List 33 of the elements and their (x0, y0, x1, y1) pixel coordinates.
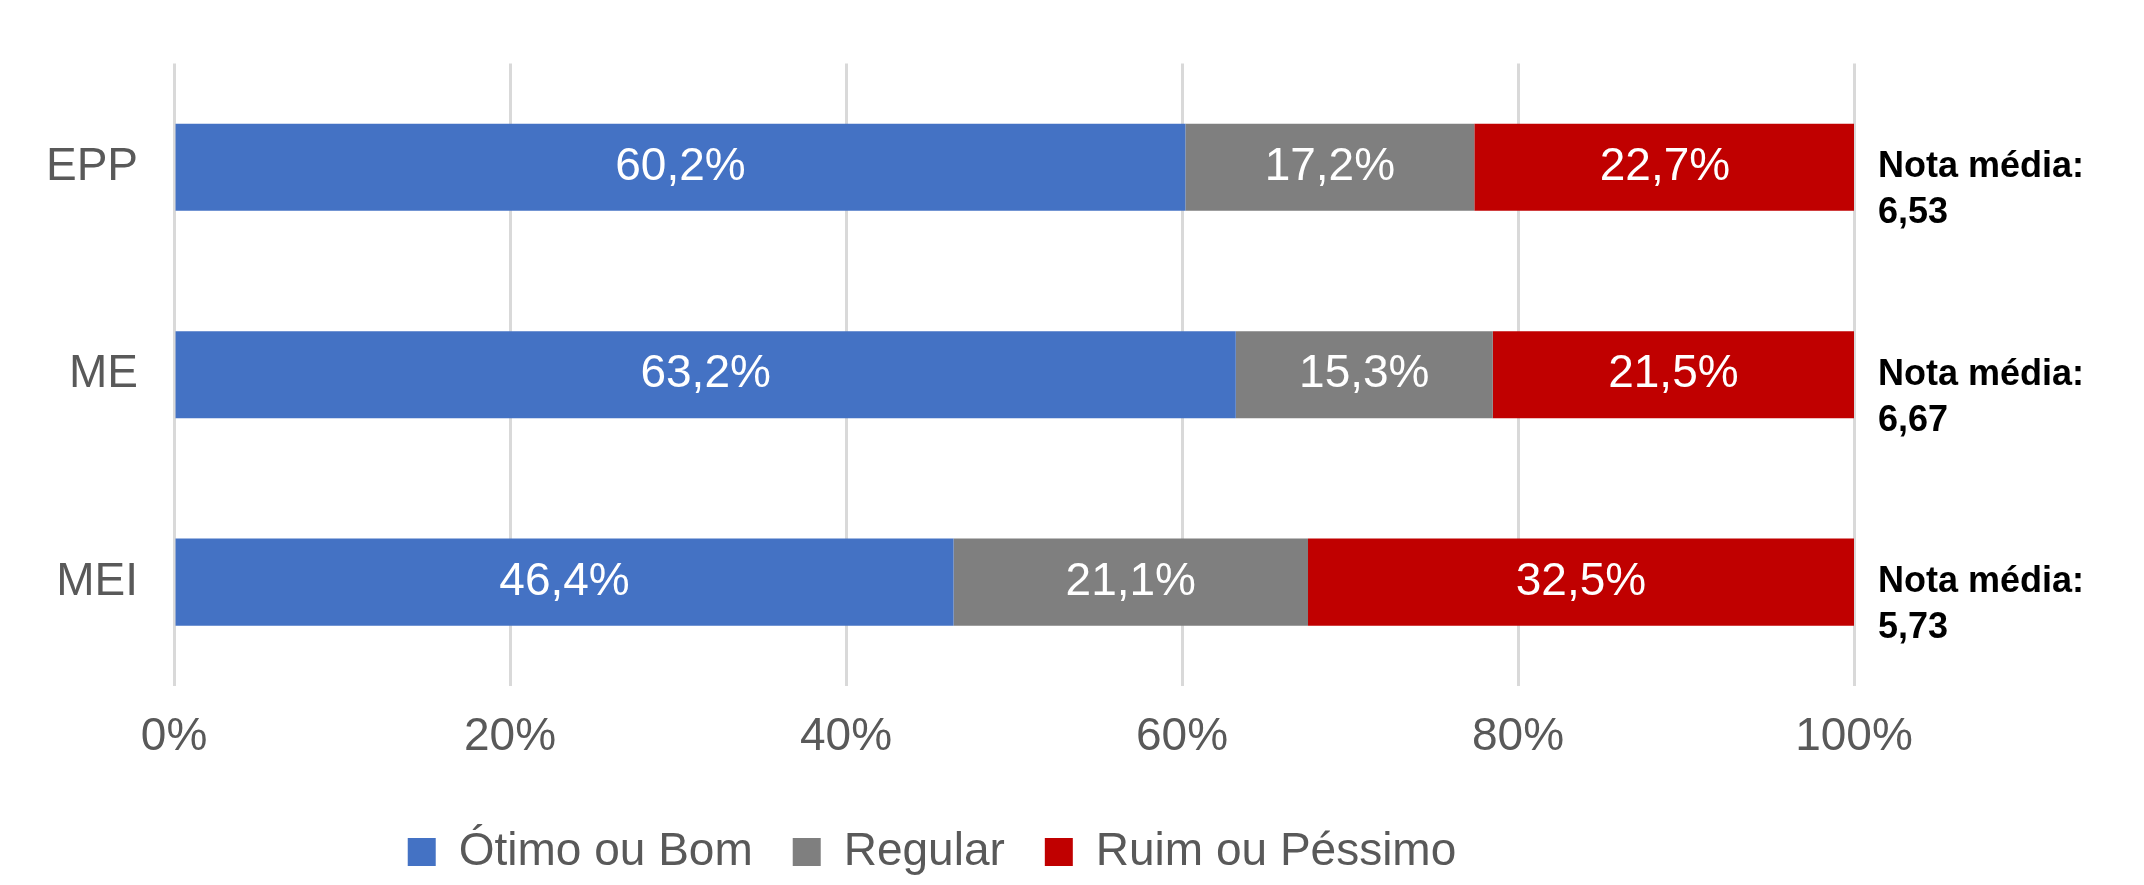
data-label: 21,5% (1608, 345, 1739, 398)
data-label: 60,2% (615, 137, 746, 190)
data-label: 17,2% (1264, 137, 1396, 190)
x-tick-label: 40% (799, 708, 893, 761)
bar (1308, 538, 1854, 626)
text: Nota média: 6,67 (1878, 351, 2085, 439)
x-tick-label: 100% (1795, 708, 1913, 761)
bar (1492, 331, 1854, 419)
legend-label: Ótimo ou Bom (458, 822, 753, 875)
text: Nota média: 5,73 (1878, 559, 2085, 647)
data-label: 32,5% (1515, 552, 1647, 605)
x-tick-label: 20% (464, 708, 557, 761)
bar (1235, 331, 1493, 419)
y-tick-label: MEI (56, 552, 139, 605)
text: Nota média: 6,53 (1878, 144, 2085, 232)
bar (175, 123, 1186, 211)
data-label: 21,1% (1065, 552, 1196, 605)
bar (175, 331, 1236, 419)
data-label: 15,3% (1299, 345, 1430, 398)
y-tick-label: ME (69, 345, 139, 398)
bar (1474, 123, 1854, 211)
bar (175, 538, 954, 626)
x-tick-label: 0% (140, 708, 208, 761)
x-tick-label: 80% (1471, 708, 1565, 761)
legend-label: Regular (843, 822, 1005, 875)
x-tick-label: 60% (1135, 708, 1229, 761)
legend-label: Ruim ou Péssimo (1095, 822, 1457, 875)
data-label: 46,4% (499, 552, 630, 605)
y-tick-label: EPP (46, 137, 139, 190)
data-label: 63,2% (640, 345, 771, 398)
bar (953, 538, 1309, 626)
data-label: 22,7% (1599, 137, 1731, 190)
bar (1185, 123, 1475, 211)
